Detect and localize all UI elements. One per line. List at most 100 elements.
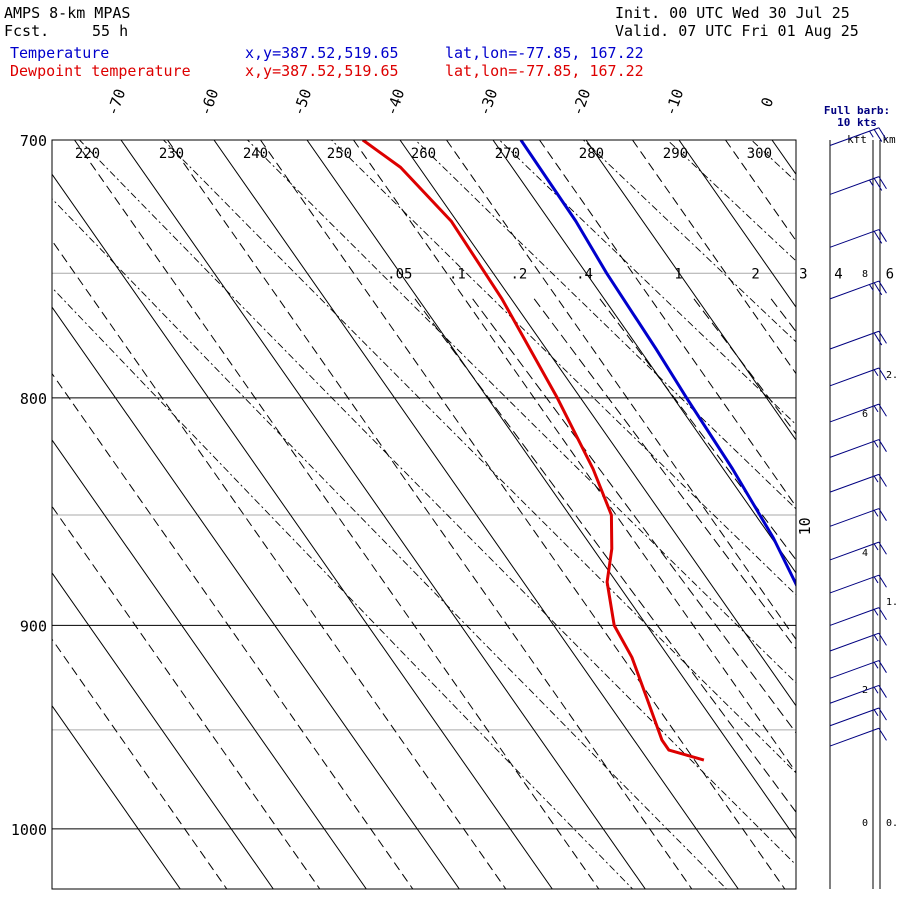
isotherm-line [446,140,796,641]
wind-barb-shaft [829,607,880,626]
isotherm-line [678,140,796,309]
isotherm-line [632,140,796,375]
wind-panel-title: Full barb: [824,104,890,117]
wind-barb-shaft [829,508,880,527]
isotherm-line [74,140,600,889]
dry-adiabat-label: 260 [411,146,436,162]
isotherm-line [353,140,796,774]
isotherm-line [399,140,796,707]
dry-adiabat-line [750,140,796,183]
wind-barb-flag [873,332,883,346]
wind-barb-shaft [829,367,880,387]
wind-barb-shaft [829,403,880,423]
wind-barb-half-flag [873,441,879,448]
wind-barb-shaft [829,229,880,248]
kft-label: kft [847,133,867,146]
wind-barb-shaft [829,176,880,195]
km-tick-label: 0. [886,818,898,829]
kft-tick-label: 4 [862,548,868,559]
dry-adiabat-line [730,0,900,900]
isotherm-line [306,140,796,840]
wind-barb-shaft [829,660,880,679]
isotherm-line [819,140,900,889]
dry-adiabat-label: 250 [327,146,352,162]
plot-frame [51,139,797,890]
isotherm-line [492,140,796,574]
dry-adiabat-line [78,140,796,866]
wind-barb-flag [873,178,883,191]
pressure-tick-label: 900 [20,617,47,635]
dry-adiabat-label: 220 [75,146,100,162]
dry-adiabat-label: 270 [495,146,520,162]
wind-barb-half-flag [873,686,879,694]
wind-barb-flag [878,707,887,721]
model-name: AMPS 8-km MPAS [4,4,131,22]
isotherm-line [771,140,796,176]
kft-tick-label: 0 [862,818,868,829]
km-tick-label: 2. [886,370,898,381]
dry-adiabat-line [498,140,796,426]
isotherm-line [52,704,181,889]
wind-barb-flag [873,129,883,142]
wind-barb-flag [878,439,887,452]
isotherm-line [52,505,321,889]
dewpoint-legend-label: Dewpoint temperature [10,62,191,80]
mixing-ratio-line [770,298,796,333]
isotherm-tick-label: -30 [475,86,501,118]
km-tick-label: 1. [886,597,898,608]
wind-barb-flag [878,403,887,417]
mixing-ratio-label: 4 [834,266,842,282]
isotherm-tick-label: -10 [661,86,687,118]
temperature-legend-label: Temperature [10,44,110,62]
wind-barb-half-flag [869,284,874,291]
isotherm-line [52,239,507,889]
isotherm-line [120,140,646,889]
isotherm-line [52,306,460,889]
isotherm-line [260,140,786,889]
wind-barb-half-flag [869,130,874,138]
wind-barb-flag [873,230,883,244]
wind-barb-flag [878,607,887,621]
wind-barb-half-flag [873,405,879,413]
wind-barb-shaft [829,684,880,704]
dry-adiabat-label: 300 [747,146,772,162]
wind-barb-flag [878,685,887,698]
mixing-ratio-label: .05 [387,266,412,282]
wind-barb-half-flag [873,609,879,616]
wind-barb-flag [878,660,887,673]
mixing-ratio-lines [414,298,900,889]
mixing-ratio-line [599,298,796,561]
dewpoint-legend-xy: x,y=387.52,519.65 [245,62,399,80]
isotherm-tick-label: -60 [196,86,222,118]
valid-time: Valid. 07 UTC Fri 01 Aug 25 [615,22,859,40]
mixing-ratio-line [472,298,796,734]
dry-adiabat-label: 230 [159,146,184,162]
wind-barb-shaft [829,439,880,458]
pressure-tick-label: 1000 [11,821,47,839]
forecast-hour: 55 h [92,22,129,40]
wind-barb-flag [878,280,887,294]
wind-barb-shaft [829,330,880,350]
wind-barb-flag [878,727,887,741]
isotherm-tick-label: 0 [757,95,777,110]
mixing-ratio-label: .4 [576,266,593,282]
mixing-ratio-line [819,299,900,889]
mixing-ratio-line [854,299,900,889]
wind-barb-half-flag [873,576,879,584]
dry-adiabat-line [246,140,796,684]
wind-barb-shaft [829,727,880,747]
dewpoint-legend-latlon: lat,lon=-77.85, 167.22 [445,62,644,80]
isotherm-tick-label: -50 [289,86,315,118]
wind-barb-flag [878,632,887,646]
temperature-legend-latlon: lat,lon=-77.85, 167.22 [445,44,644,62]
kft-tick-label: 8 [862,269,868,280]
wind-barb-shaft [829,707,880,727]
wind-barb-flag [878,127,887,141]
wind-barb-flag [878,330,887,344]
wind-barb-half-flag [869,179,874,187]
isotherm-line [213,140,739,889]
km-label: km [882,133,896,146]
